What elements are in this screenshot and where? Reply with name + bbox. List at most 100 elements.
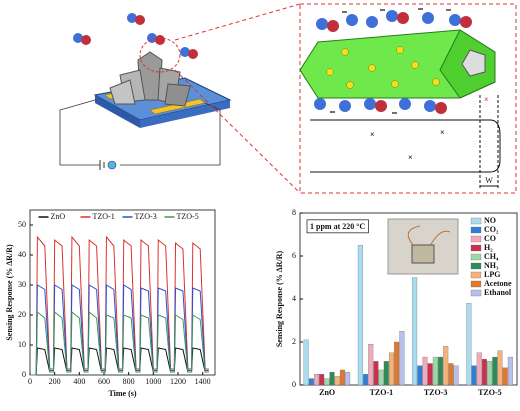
x-axis-label: Time (s): [108, 389, 136, 398]
bar: [389, 352, 394, 386]
y-axis-label: Sensing Response (% ΔR/R): [5, 244, 14, 341]
bar: [345, 371, 351, 386]
legend-swatch: [470, 289, 482, 297]
legend-label: Ethanol: [484, 288, 512, 297]
bar: [417, 365, 423, 386]
bar: [363, 374, 369, 386]
x-tick-label: ZnO: [319, 388, 335, 397]
bar: [383, 361, 389, 386]
legend-label: NO: [484, 216, 496, 225]
bar: [334, 376, 340, 386]
legend-label: CH₄: [484, 252, 499, 261]
bar: [453, 365, 459, 386]
bar: [443, 346, 449, 386]
bar: [448, 363, 454, 386]
plot-frame: [29, 209, 216, 376]
bar: [427, 363, 433, 386]
x-tick-label: 0: [28, 377, 32, 386]
legend-label: TZO-5: [177, 212, 199, 221]
svg-text:×: ×: [440, 128, 445, 137]
legend-label: CO: [484, 234, 496, 243]
legend-label: ZnO: [51, 212, 66, 221]
y-tick-label: 50: [18, 220, 26, 229]
legend-swatch: [470, 280, 482, 288]
legend-label: NH₃: [484, 261, 499, 270]
y-tick-label: 20: [18, 310, 26, 319]
svg-text:×: ×: [484, 95, 489, 104]
bar: [324, 378, 330, 386]
bar: [502, 367, 508, 386]
sensor-photo: [387, 218, 459, 275]
y-tick-label: 0: [22, 370, 26, 379]
bar: [438, 356, 444, 386]
bar: [492, 356, 498, 386]
svg-text:×: ×: [370, 130, 375, 139]
legend-swatch: [470, 262, 482, 270]
svg-text:×: ×: [408, 153, 413, 162]
legend-label: TZO-1: [93, 212, 115, 221]
legend-label: H₂: [484, 243, 493, 252]
bar: [399, 331, 405, 386]
bar: [378, 369, 384, 386]
annotation: 1 ppm at 220 °C: [310, 222, 365, 231]
zoom-line: [174, 3, 301, 41]
x-tick-label: TZO-5: [478, 388, 502, 397]
bar: [487, 361, 493, 386]
data-line: [30, 235, 209, 376]
legend-swatch: [470, 253, 482, 261]
bar: [394, 341, 400, 386]
legend-swatch: [470, 271, 482, 279]
bar: [357, 245, 363, 386]
bar: [373, 361, 379, 386]
bar: [507, 356, 513, 386]
legend-swatch: [470, 226, 482, 234]
bar: [471, 365, 477, 386]
bar: [319, 374, 325, 386]
y-tick-label: 30: [18, 280, 26, 289]
y-tick-label: 10: [18, 340, 26, 349]
bar: [481, 359, 487, 386]
x-tick-label: 800: [123, 377, 135, 386]
y-tick-label: 4: [292, 294, 296, 303]
y-tick-label: 40: [18, 250, 26, 259]
x-tick-label: 600: [98, 377, 110, 386]
bar: [329, 371, 335, 386]
y-tick-label: 8: [292, 208, 296, 217]
bar: [432, 356, 438, 386]
legend-label: CO₂: [484, 225, 499, 234]
x-tick-label: TZO-3: [424, 388, 448, 397]
bar: [412, 277, 418, 386]
x-tick-label: 1000: [145, 377, 161, 386]
legend-swatch: [470, 244, 482, 252]
legend-swatch: [470, 235, 482, 243]
legend-label: LPG: [484, 270, 500, 279]
legend-label: Acetone: [484, 279, 512, 288]
x-tick-label: 1400: [195, 377, 211, 386]
bar: [466, 303, 472, 386]
y-tick-label: 2: [292, 337, 296, 346]
x-tick-label: 400: [73, 377, 85, 386]
annotation-box: [306, 219, 369, 234]
y-tick-label: 6: [292, 251, 296, 260]
bar: [476, 352, 482, 386]
device-schematic: [59, 13, 232, 170]
legend-label: TZO-3: [135, 212, 157, 221]
bar: [339, 369, 345, 386]
bar: [497, 350, 503, 386]
width-label: W: [485, 176, 493, 185]
data-line: [30, 284, 209, 376]
bar: [314, 374, 319, 386]
bar: [303, 339, 309, 386]
bar: [308, 378, 314, 386]
x-tick-label: TZO-1: [370, 388, 394, 397]
x-tick-label: 1200: [170, 377, 186, 386]
y-axis-label: Sensing Response (% ΔR/R): [275, 250, 284, 347]
bar: [368, 343, 374, 386]
zoom-line: [174, 69, 301, 194]
legend-swatch: [470, 217, 482, 225]
bar: [422, 356, 428, 386]
data-line: [30, 310, 209, 376]
y-tick-label: 0: [292, 380, 296, 389]
nanorod-zoom: × × × ×: [299, 3, 517, 194]
